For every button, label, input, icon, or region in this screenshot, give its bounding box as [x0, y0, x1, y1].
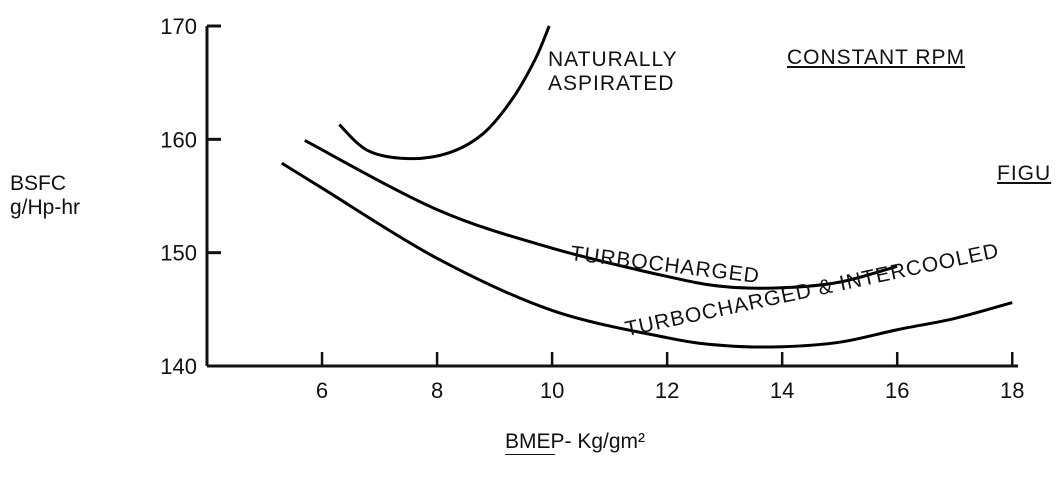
- x-label-underline: [505, 454, 555, 455]
- x-tick-label: 12: [655, 378, 679, 403]
- annotation: FIGU: [997, 162, 1052, 185]
- x-tick-label: 16: [885, 378, 909, 403]
- x-tick-label: 14: [770, 378, 794, 403]
- x-tick-label: 6: [316, 378, 328, 403]
- y-tick-label: 160: [160, 127, 197, 152]
- y-tick-label: 150: [160, 241, 197, 266]
- series-label: NATURALLY ASPIRATED: [548, 48, 678, 95]
- line: [304, 139, 898, 290]
- x-tick-label: 10: [540, 378, 564, 403]
- y-axis-label: BSFC g/Hp-hr: [10, 172, 81, 219]
- x-axis-label: BMEP- Kg/gm²: [505, 430, 646, 453]
- y-tick-label: 170: [160, 14, 197, 39]
- line: [280, 161, 1013, 349]
- x-tick-label: 8: [431, 378, 443, 403]
- y-tick-label: 140: [160, 354, 197, 379]
- x-tick-label: 18: [1000, 378, 1024, 403]
- annotation: CONSTANT RPM: [787, 46, 966, 69]
- line: [338, 25, 551, 161]
